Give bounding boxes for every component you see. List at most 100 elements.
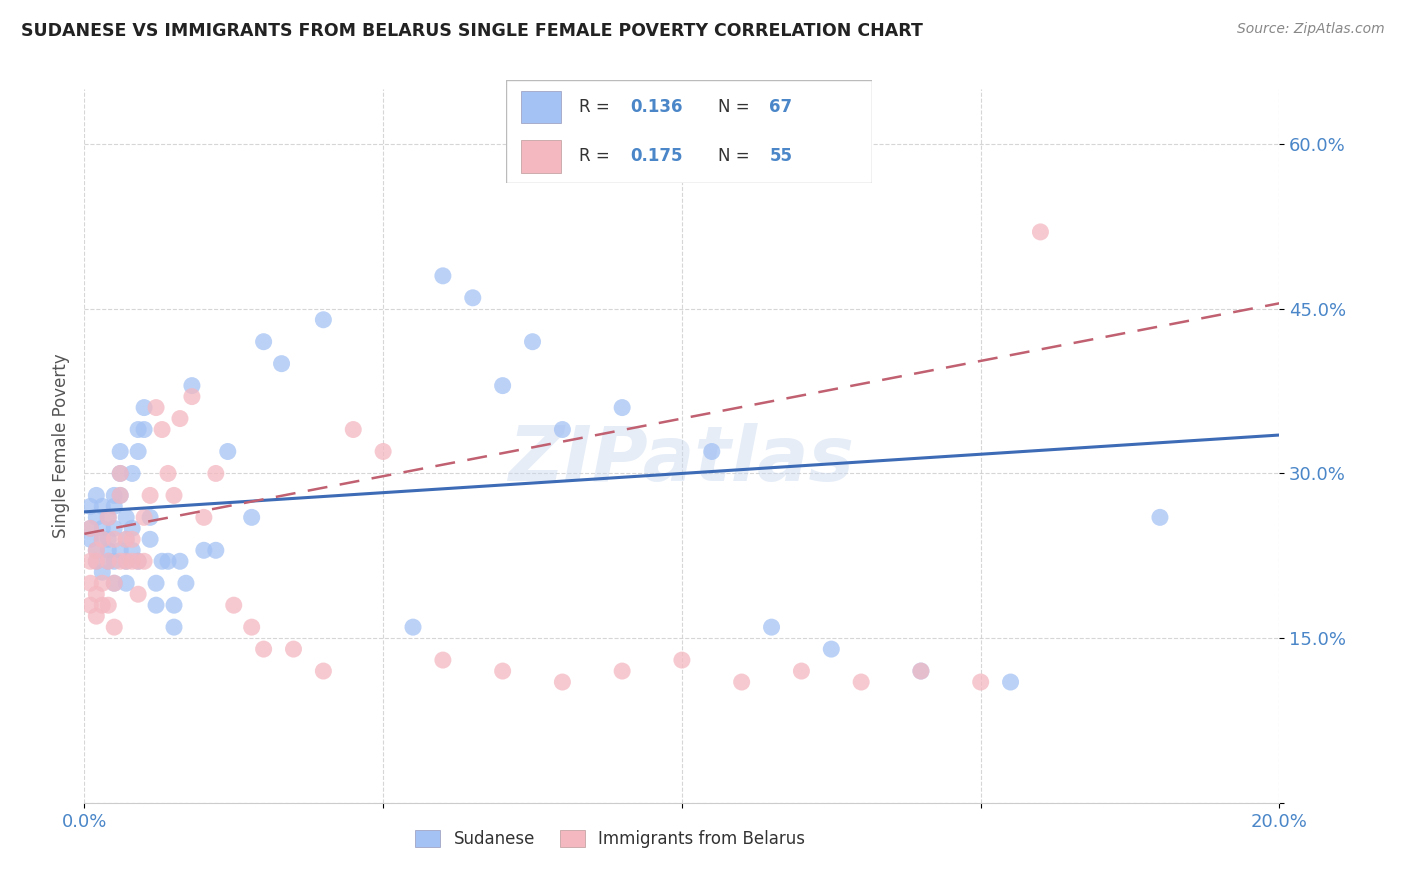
Point [127,587,149,601]
Point [671,653,693,667]
Point [86,543,108,558]
Point [312,664,335,678]
Text: 0.175: 0.175 [630,147,683,165]
Point [127,554,149,568]
Point [91,533,114,547]
Point [103,521,125,535]
Point [110,488,132,502]
Point [139,510,162,524]
Point [79,554,101,568]
Point [342,423,364,437]
Point [181,390,204,404]
Point [132,510,156,524]
Point [86,554,108,568]
Point [97,554,120,568]
Point [181,378,204,392]
Point [432,268,454,283]
Point [193,543,215,558]
Point [612,401,634,415]
Bar [520,91,561,123]
Point [820,642,842,657]
Point [312,312,335,326]
Point [121,543,143,558]
Point [163,598,186,612]
Text: N =: N = [718,147,755,165]
Point [79,500,101,514]
Point [115,554,138,568]
Legend: Sudanese, Immigrants from Belarus: Sudanese, Immigrants from Belarus [409,823,811,855]
Point [110,543,132,558]
Point [145,576,167,591]
Text: R =: R = [579,147,616,165]
Point [91,566,114,580]
Point [270,357,292,371]
Point [97,533,120,547]
Point [103,488,125,502]
Point [115,533,138,547]
Point [402,620,425,634]
Text: 67: 67 [769,98,793,116]
Point [86,587,108,601]
Point [79,533,101,547]
Point [910,664,932,678]
Point [115,533,138,547]
Point [103,533,125,547]
Point [551,675,574,690]
Point [132,401,156,415]
Point [103,500,125,514]
Point [492,378,515,392]
Text: ZIPatlas: ZIPatlas [509,424,855,497]
Point [163,620,186,634]
Point [522,334,544,349]
Point [121,467,143,481]
Point [91,576,114,591]
Point [97,598,120,612]
Point [851,675,873,690]
Point [110,467,132,481]
Point [97,510,120,524]
Point [86,609,108,624]
Point [86,554,108,568]
Bar [520,140,561,173]
Point [461,291,484,305]
Point [253,334,276,349]
Y-axis label: Single Female Poverty: Single Female Poverty [52,354,70,538]
FancyBboxPatch shape [506,80,872,183]
Point [110,554,132,568]
Point [115,554,138,568]
Point [761,620,783,634]
Point [79,521,101,535]
Point [91,533,114,547]
Point [169,554,191,568]
Point [115,576,138,591]
Point [169,411,191,425]
Point [970,675,993,690]
Point [86,543,108,558]
Point [121,521,143,535]
Point [103,554,125,568]
Point [253,642,276,657]
Point [103,576,125,591]
Point [373,444,395,458]
Point [700,444,723,458]
Point [731,675,754,690]
Text: N =: N = [718,98,755,116]
Point [612,664,634,678]
Point [97,510,120,524]
Point [127,444,149,458]
Point [139,533,162,547]
Point [127,554,149,568]
Point [79,521,101,535]
Point [145,401,167,415]
Point [121,533,143,547]
Text: SUDANESE VS IMMIGRANTS FROM BELARUS SINGLE FEMALE POVERTY CORRELATION CHART: SUDANESE VS IMMIGRANTS FROM BELARUS SING… [21,22,922,40]
Point [432,653,454,667]
Point [205,467,228,481]
Point [150,423,173,437]
Point [150,554,173,568]
Point [132,554,156,568]
Point [79,598,101,612]
Point [283,642,305,657]
Point [110,488,132,502]
Point [205,543,228,558]
